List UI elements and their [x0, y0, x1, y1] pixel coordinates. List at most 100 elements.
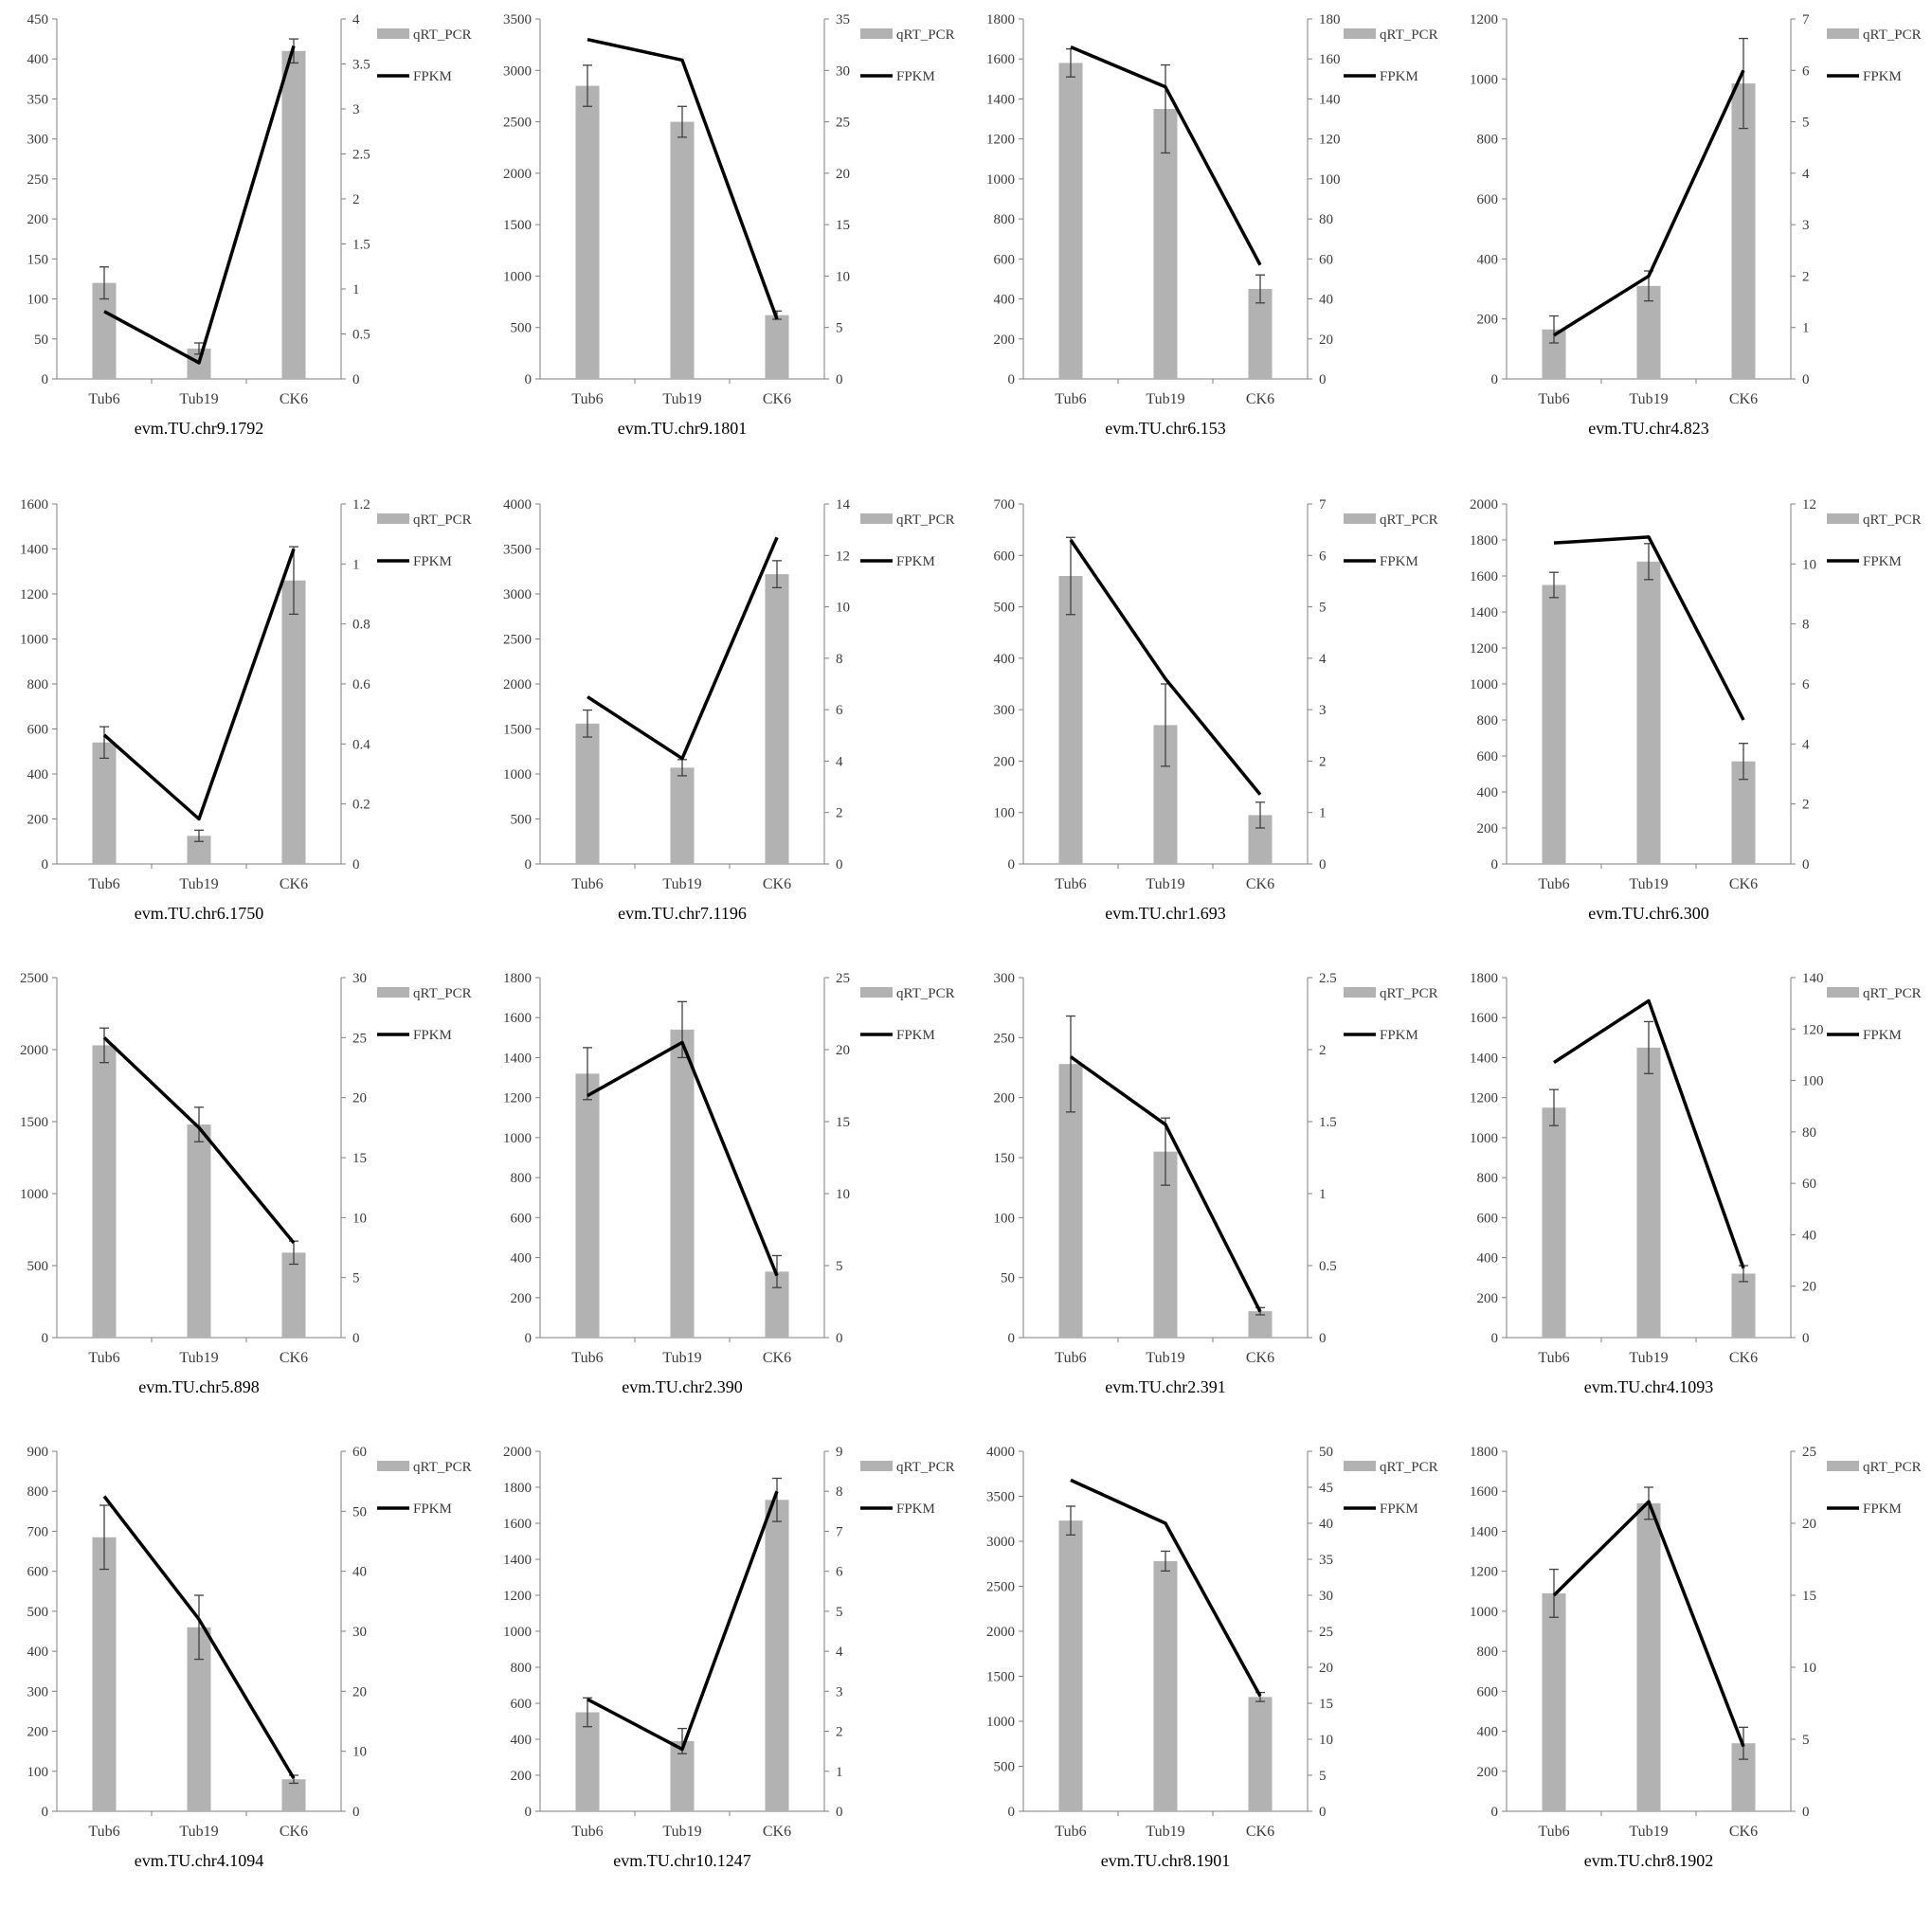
gene-title: evm.TU.chr8.1902: [1584, 1851, 1713, 1870]
left-tick-label: 800: [511, 1171, 533, 1186]
right-tick-label: 1: [1319, 1187, 1327, 1202]
left-tick-label: 3500: [986, 1490, 1015, 1505]
right-tick-label: 10: [836, 269, 850, 284]
chart-svg: 0 100 200 300 400 500 600 700 800 900 0 10 20 30 40 50 6…: [27, 1445, 472, 1870]
right-tick-label: 20: [1802, 1280, 1816, 1295]
category-label: Tub6: [1538, 1350, 1569, 1366]
right-tick-label: 1.5: [1319, 1115, 1337, 1130]
qrt-pcr-bar: [1542, 1107, 1566, 1338]
left-tick-label: 600: [1477, 192, 1499, 207]
left-tick-label: 600: [1477, 749, 1499, 764]
right-tick-label: 30: [352, 1625, 367, 1640]
left-tick-label: 3500: [503, 12, 532, 27]
category-label: CK6: [280, 876, 308, 892]
legend-line-label: FPKM: [896, 1028, 935, 1043]
right-tick-label: 60: [1319, 252, 1333, 267]
right-tick-label: 0.5: [1319, 1259, 1337, 1274]
left-tick-label: 700: [27, 1524, 49, 1539]
legend-line-label: FPKM: [1380, 1028, 1418, 1043]
legend-bar-label: qRT_PCR: [413, 512, 472, 528]
qrt-pcr-bar: [1636, 561, 1661, 864]
left-tick-label: 250: [994, 1031, 1016, 1046]
left-tick-label: 1000: [20, 1187, 48, 1202]
right-tick-label: 20: [352, 1684, 367, 1699]
legend-bar-swatch: [377, 1461, 409, 1471]
left-tick-label: 1000: [1470, 72, 1498, 87]
fpkm-line: [1553, 535, 1745, 721]
legend-line-label: FPKM: [1380, 69, 1418, 84]
category-label: CK6: [763, 391, 791, 407]
left-tick-label: 3000: [503, 587, 532, 602]
left-tick-label: 200: [1477, 821, 1499, 836]
left-tick-label: 1400: [20, 543, 48, 558]
left-tick-label: 400: [511, 1251, 533, 1267]
right-tick-label: 4: [1319, 652, 1327, 667]
left-tick-label: 0: [525, 857, 533, 872]
chart-svg: 0 50 100 150 200 250 300 350 400 450 0 0.5 1 1.5 2 2.5 3…: [27, 12, 472, 438]
qrt-pcr-bar: [765, 1500, 789, 1811]
right-tick-label: 40: [1319, 1517, 1333, 1532]
chart-panel: 0 200 400 600 800 1000 1200 1400 1600 1800 0 5 10 15 2…: [1450, 1432, 1932, 1906]
chart-svg: 0 50 100 150 200 250 300 0 0.5 1 1.5 2 2.5 Tub6 Tub19 C…: [994, 971, 1438, 1396]
left-tick-label: 300: [994, 971, 1016, 986]
right-tick-label: 10: [1802, 557, 1816, 572]
fpkm-line: [102, 548, 296, 821]
legend-bar-swatch: [860, 513, 893, 524]
chart-panel: 0 200 400 600 800 1000 1200 1400 1600 0 0.2 0.4 0.6 0…: [0, 485, 482, 959]
chart-panel: 0 100 200 300 400 500 600 700 800 900 0 10 20 30 40 50 6…: [0, 1432, 482, 1906]
right-tick-label: 0: [836, 857, 843, 872]
right-tick-label: 10: [1319, 1733, 1333, 1748]
right-tick-label: 80: [1802, 1125, 1816, 1141]
left-tick-label: 0: [42, 1331, 49, 1346]
chart-svg: 0 200 400 600 800 1000 1200 1400 1600 1800 0 5 10 15 2…: [503, 971, 955, 1396]
right-tick-label: 50: [1319, 1445, 1333, 1460]
right-tick-label: 15: [836, 218, 850, 233]
fpkm-line: [587, 1490, 779, 1752]
legend-line-label: FPKM: [413, 1501, 452, 1517]
category-label: Tub19: [179, 1824, 218, 1840]
left-tick-label: 1600: [1470, 569, 1498, 584]
left-tick-label: 0: [42, 857, 49, 872]
category-label: CK6: [1729, 391, 1758, 407]
legend-line-label: FPKM: [896, 1501, 935, 1517]
left-tick-label: 1400: [503, 1553, 532, 1568]
right-tick-label: 1.2: [352, 497, 370, 512]
gene-title: evm.TU.chr5.898: [138, 1377, 259, 1396]
left-tick-label: 1800: [986, 12, 1015, 27]
qrt-pcr-bar: [92, 1537, 117, 1811]
left-tick-label: 200: [511, 1291, 533, 1306]
legend-line-label: FPKM: [1380, 1501, 1418, 1517]
left-tick-label: 1400: [1470, 1524, 1498, 1539]
left-tick-label: 2000: [1470, 497, 1498, 512]
legend-line-label: FPKM: [413, 69, 452, 84]
qrt-pcr-bar: [670, 121, 695, 380]
left-tick-label: 200: [27, 813, 49, 828]
left-tick-label: 800: [27, 1484, 49, 1500]
right-tick-label: 30: [352, 971, 367, 986]
chart-panel: 0 500 1000 1500 2000 2500 3000 3500 4000 0 2 4 6 8 10 1…: [483, 485, 966, 959]
gene-title: evm.TU.chr8.1901: [1101, 1851, 1230, 1870]
category-label: Tub19: [1629, 876, 1668, 892]
right-tick-label: 5: [836, 321, 843, 336]
qrt-pcr-bar: [1248, 289, 1273, 379]
right-tick-label: 4: [352, 12, 360, 27]
category-label: CK6: [763, 1824, 791, 1840]
left-tick-label: 1000: [503, 1131, 532, 1146]
category-label: Tub19: [179, 876, 218, 892]
legend-bar-swatch: [1827, 987, 1859, 998]
left-tick-label: 400: [27, 1645, 49, 1660]
qrt-pcr-bar: [1731, 83, 1756, 379]
right-tick-label: 0: [1319, 857, 1327, 872]
left-tick-label: 0: [1008, 1805, 1016, 1820]
left-tick-label: 50: [34, 333, 48, 348]
qrt-pcr-bar: [1731, 1273, 1756, 1338]
legend-bar-label: qRT_PCR: [896, 986, 955, 1001]
left-tick-label: 600: [994, 548, 1016, 564]
right-tick-label: 10: [836, 1187, 850, 1202]
right-tick-label: 0: [1319, 372, 1327, 387]
right-tick-label: 1.5: [352, 238, 370, 253]
legend-bar-label: qRT_PCR: [1380, 27, 1438, 43]
qrt-pcr-bar: [575, 1712, 600, 1811]
left-tick-label: 2500: [986, 1580, 1015, 1595]
qrt-pcr-bar: [670, 767, 695, 864]
